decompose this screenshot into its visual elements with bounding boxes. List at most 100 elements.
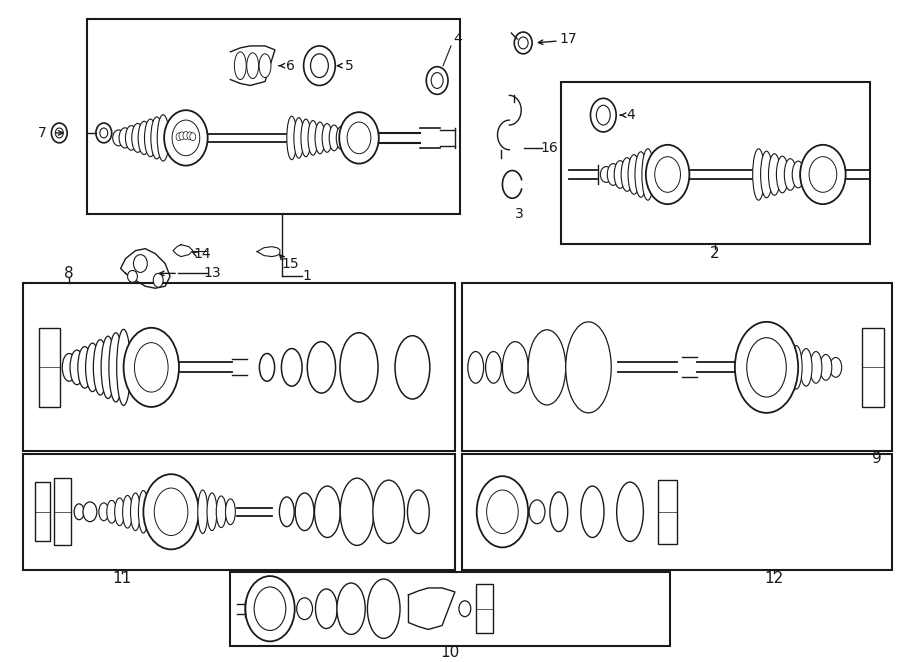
Bar (22, 454, 454, 570)
Ellipse shape (101, 336, 115, 399)
Ellipse shape (769, 154, 780, 195)
Ellipse shape (608, 164, 619, 185)
Polygon shape (230, 46, 274, 85)
Ellipse shape (635, 152, 647, 197)
Ellipse shape (337, 126, 347, 149)
Ellipse shape (431, 73, 443, 89)
Text: 12: 12 (765, 571, 784, 586)
Ellipse shape (800, 349, 812, 386)
Ellipse shape (339, 112, 379, 164)
Ellipse shape (322, 124, 332, 152)
Text: 4: 4 (454, 32, 463, 46)
Ellipse shape (138, 121, 150, 154)
Ellipse shape (259, 54, 271, 77)
Ellipse shape (646, 145, 689, 204)
Ellipse shape (246, 576, 294, 641)
Ellipse shape (477, 476, 528, 547)
Ellipse shape (154, 488, 188, 536)
Bar (35, 482, 50, 542)
Ellipse shape (760, 151, 772, 198)
Ellipse shape (297, 598, 312, 620)
Ellipse shape (123, 328, 179, 407)
Ellipse shape (100, 128, 108, 138)
Ellipse shape (340, 478, 374, 545)
Text: 2: 2 (710, 246, 720, 261)
Ellipse shape (158, 115, 169, 161)
Bar (87, 19, 460, 214)
Bar (54, 478, 71, 545)
Ellipse shape (153, 273, 163, 287)
Ellipse shape (176, 133, 182, 140)
Ellipse shape (747, 338, 787, 397)
Ellipse shape (347, 122, 371, 154)
Ellipse shape (207, 493, 217, 530)
Ellipse shape (109, 333, 122, 402)
Ellipse shape (642, 149, 653, 200)
Ellipse shape (151, 117, 163, 159)
Ellipse shape (94, 340, 107, 395)
Ellipse shape (125, 126, 138, 150)
Ellipse shape (279, 497, 294, 526)
Ellipse shape (514, 32, 532, 54)
Text: 16: 16 (540, 141, 558, 155)
Text: 17: 17 (560, 32, 578, 46)
Ellipse shape (130, 493, 140, 530)
Text: 9: 9 (872, 451, 882, 466)
Ellipse shape (367, 579, 400, 638)
Ellipse shape (471, 357, 481, 377)
Ellipse shape (752, 149, 764, 200)
Ellipse shape (621, 158, 633, 191)
Ellipse shape (820, 355, 832, 380)
Ellipse shape (55, 128, 63, 138)
Ellipse shape (254, 587, 286, 630)
Ellipse shape (131, 123, 144, 152)
Polygon shape (257, 247, 280, 257)
Ellipse shape (145, 119, 157, 157)
Ellipse shape (216, 496, 226, 528)
Ellipse shape (616, 482, 643, 542)
Ellipse shape (128, 271, 138, 282)
Ellipse shape (122, 495, 132, 528)
Polygon shape (409, 588, 454, 630)
Ellipse shape (164, 110, 208, 166)
Ellipse shape (427, 67, 448, 95)
Ellipse shape (139, 491, 148, 533)
Bar (658, 480, 678, 544)
Ellipse shape (518, 37, 528, 49)
Ellipse shape (259, 354, 274, 381)
Text: 14: 14 (194, 247, 212, 261)
Bar (462, 454, 892, 570)
Ellipse shape (70, 350, 84, 385)
Ellipse shape (303, 46, 336, 85)
Ellipse shape (307, 342, 336, 393)
Text: 5: 5 (345, 59, 354, 73)
Ellipse shape (590, 99, 616, 132)
Ellipse shape (119, 128, 130, 148)
Ellipse shape (247, 53, 258, 79)
Ellipse shape (487, 490, 518, 534)
Text: 3: 3 (515, 207, 524, 221)
Text: 8: 8 (65, 266, 74, 281)
Text: 6: 6 (286, 59, 295, 73)
Ellipse shape (329, 125, 339, 151)
Ellipse shape (134, 343, 168, 392)
Ellipse shape (62, 354, 77, 381)
Ellipse shape (183, 132, 189, 140)
Ellipse shape (600, 167, 612, 183)
Ellipse shape (468, 352, 483, 383)
Ellipse shape (295, 493, 314, 530)
Ellipse shape (800, 164, 812, 185)
Ellipse shape (74, 504, 84, 520)
Bar (22, 283, 454, 451)
Polygon shape (121, 249, 170, 288)
Ellipse shape (830, 357, 842, 377)
Ellipse shape (117, 329, 130, 405)
Ellipse shape (315, 122, 325, 154)
Ellipse shape (373, 480, 404, 544)
Text: 11: 11 (112, 571, 131, 586)
Ellipse shape (800, 145, 846, 204)
Ellipse shape (337, 583, 365, 634)
Text: 15: 15 (281, 256, 299, 271)
Text: 7: 7 (38, 126, 47, 140)
Ellipse shape (133, 255, 148, 272)
